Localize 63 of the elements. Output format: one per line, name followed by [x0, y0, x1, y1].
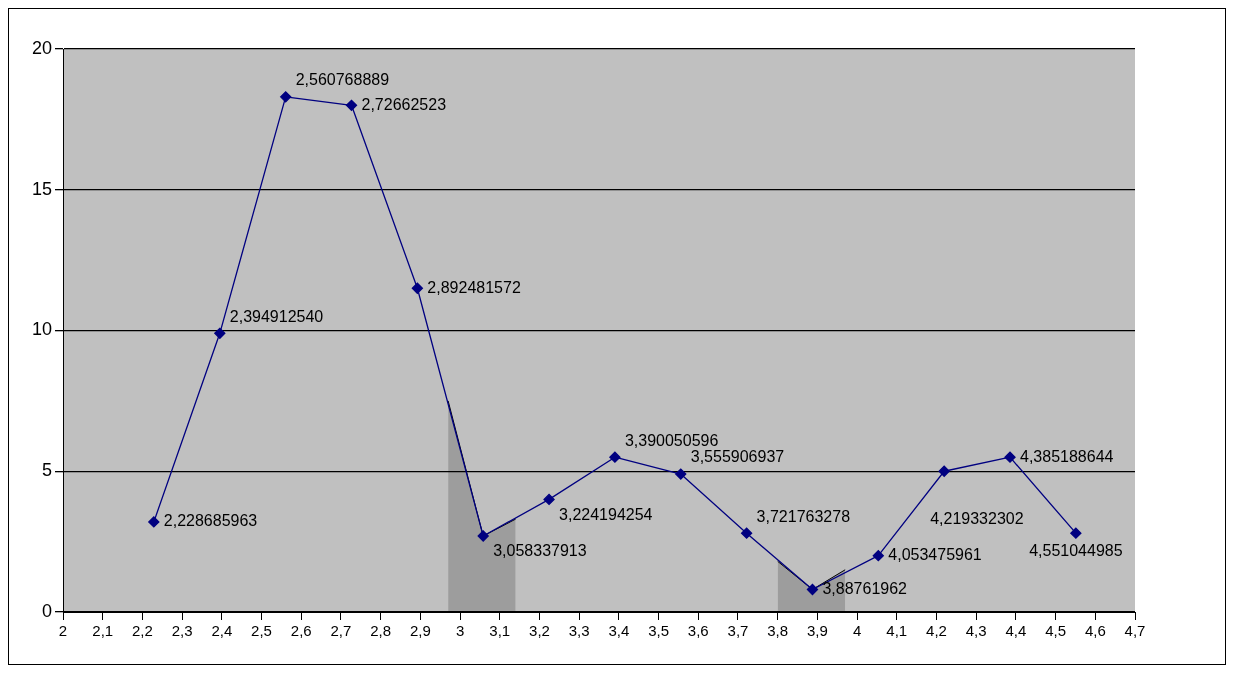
- y-tick-label: 5: [42, 460, 53, 481]
- x-tick-label: 2,4: [211, 622, 233, 640]
- y-tick-label: 0: [42, 600, 53, 621]
- x-tick-label: 4,6: [1084, 622, 1106, 640]
- x-tick-label: 4,1: [886, 622, 908, 640]
- x-tick-label: 3,7: [727, 622, 749, 640]
- x-tick-label: 3,5: [648, 622, 669, 640]
- point: [1004, 451, 1016, 463]
- x-tick-label: 2,1: [92, 622, 114, 640]
- data-label: 2,892481572: [427, 278, 521, 296]
- data-label: 4,219332302: [930, 509, 1024, 527]
- x-tick-label: 2: [58, 622, 68, 640]
- point: [806, 583, 819, 596]
- data-label: 4,551044985: [1029, 541, 1123, 559]
- x-tick-label: 3,9: [806, 622, 828, 640]
- data-label: 3,390050596: [624, 431, 719, 449]
- point: [214, 327, 226, 339]
- x-tick-label: 2,5: [251, 622, 272, 640]
- data-label: 3,058337913: [493, 542, 587, 560]
- point: [345, 99, 358, 111]
- data-label: 3,555906937: [690, 448, 785, 466]
- point: [609, 451, 621, 463]
- x-tick-label: 3,2: [529, 622, 550, 640]
- x-tick-label: 4,7: [1124, 622, 1146, 640]
- point: [1070, 527, 1082, 539]
- x-tick-label: 2,9: [409, 622, 431, 640]
- x-tick-label: 4,2: [926, 622, 947, 640]
- point: [740, 527, 753, 539]
- x-tick-label: 2,3: [171, 622, 193, 640]
- x-tick-label: 3: [455, 622, 465, 640]
- x-tick-label: 3,4: [608, 622, 630, 640]
- x-tick-label: 3,3: [568, 622, 590, 640]
- data-label: 4,053475961: [888, 546, 982, 564]
- data-label: 3,721763278: [756, 507, 851, 525]
- x-tick-label: 3,1: [489, 622, 511, 640]
- point: [477, 530, 489, 542]
- x-tick-label: 4,3: [965, 622, 987, 640]
- x-tick-label: 4,5: [1045, 622, 1067, 640]
- point: [872, 550, 884, 562]
- data-label: 2,560768889: [295, 71, 390, 89]
- x-tick-label: 4,4: [1005, 622, 1027, 640]
- x-tick-label: 2,8: [370, 622, 392, 640]
- point: [543, 493, 555, 506]
- point: [938, 465, 950, 477]
- data-label: 3,88761962: [822, 579, 908, 597]
- point: [280, 91, 292, 103]
- x-tick-label: 2,2: [132, 622, 153, 640]
- x-tick-label: 3,6: [687, 622, 709, 640]
- data-label: 3,224194254: [559, 505, 653, 523]
- point: [675, 468, 687, 480]
- point: [411, 282, 424, 294]
- y-tick-label: 15: [31, 178, 53, 199]
- point: [148, 516, 160, 528]
- x-tick-label: 2,6: [290, 622, 312, 640]
- data-label: 2,228685963: [163, 512, 258, 530]
- data-label: 2,394912540: [229, 307, 324, 325]
- x-tick-label: 3,8: [767, 622, 789, 640]
- x-tick-label: 4: [852, 622, 862, 640]
- y-tick-label: 20: [31, 37, 53, 58]
- x-tick-label: 2,7: [330, 622, 352, 640]
- y-tick-label: 10: [31, 319, 53, 340]
- data-label: 2,72662523: [361, 95, 447, 113]
- data-label: 4,385188644: [1020, 447, 1114, 465]
